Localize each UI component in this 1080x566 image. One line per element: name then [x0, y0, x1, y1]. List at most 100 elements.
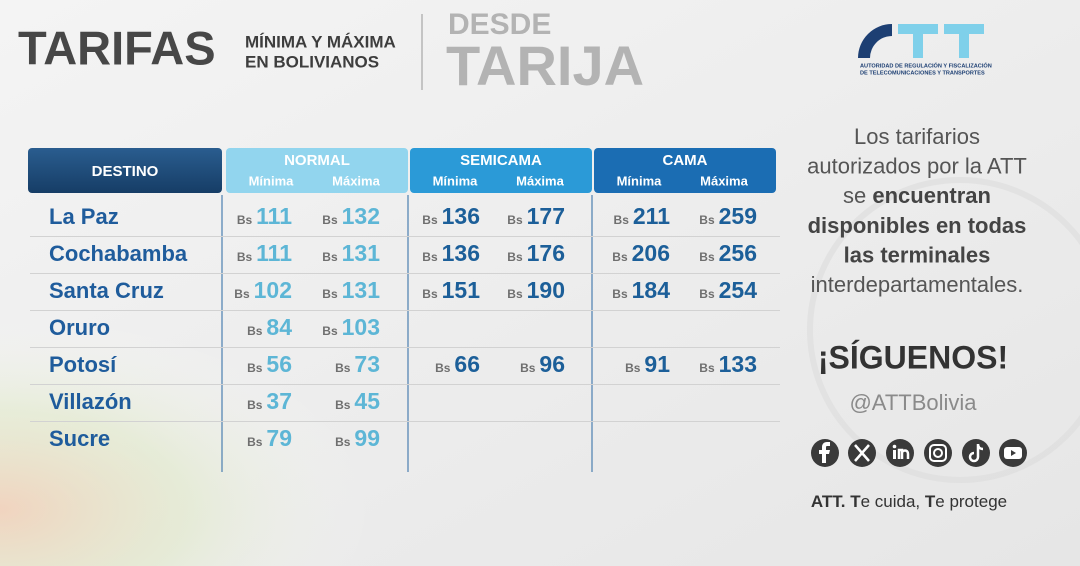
follow-us: ¡SÍGUENOS!: [818, 339, 1008, 375]
fare-value: 102: [254, 277, 292, 303]
info-text: las terminales: [844, 242, 991, 267]
fare-cell: Bs 84: [247, 314, 292, 340]
fare-cell: Bs 256: [699, 240, 757, 266]
group-header: NORMAL: [284, 152, 350, 169]
fare-value: 96: [539, 351, 565, 377]
destination: Villazón: [49, 389, 132, 414]
fare-cell: Bs 102: [234, 277, 292, 303]
fare-value: 99: [354, 425, 380, 451]
tiktok-icon[interactable]: [962, 439, 990, 467]
currency: Bs: [422, 213, 438, 227]
currency: Bs: [699, 213, 715, 227]
facebook-icon[interactable]: [811, 439, 839, 467]
currency: Bs: [335, 435, 351, 449]
tagline-part: e protege: [935, 492, 1007, 511]
info-line: Los tarifarios: [854, 124, 980, 149]
fare-cell: Bs 136: [422, 240, 480, 266]
fare-cell: Bs 133: [699, 351, 757, 377]
info-line: las terminales: [844, 242, 991, 267]
info-text: interdepartamentales.: [811, 272, 1024, 297]
fare-cell: Bs 99: [335, 425, 380, 451]
fare-value: 56: [266, 351, 292, 377]
fare-cell: Bs 176: [507, 240, 565, 266]
currency: Bs: [699, 287, 715, 301]
fare-cell: Bs 211: [614, 203, 671, 229]
info-line: disponibles en todas: [808, 213, 1027, 238]
currency: Bs: [247, 324, 263, 338]
fare-value: 37: [266, 388, 292, 414]
fare-cell: Bs 91: [625, 351, 670, 377]
fare-value: 136: [442, 203, 480, 229]
instagram-icon[interactable]: [924, 439, 952, 467]
fare-value: 91: [644, 351, 670, 377]
fare-cell: Bs 136: [422, 203, 480, 229]
from-label: DESDE: [448, 8, 551, 41]
currency: Bs: [625, 361, 641, 375]
currency: Bs: [335, 398, 351, 412]
youtube-icon[interactable]: [999, 439, 1027, 467]
max-label: Máxima: [700, 173, 748, 188]
fare-value: 206: [632, 240, 670, 266]
fare-value: 131: [342, 277, 381, 303]
logo: AUTORIDAD DE REGULACIÓN Y FISCALIZACIÓN …: [858, 24, 992, 76]
currency: Bs: [247, 435, 263, 449]
fare-cell: Bs 259: [699, 203, 757, 229]
city: TARIJA: [446, 34, 644, 97]
fare-value: 190: [527, 277, 565, 303]
tagline-part: T: [925, 492, 936, 511]
currency: Bs: [422, 250, 438, 264]
fare-value: 111: [256, 203, 292, 229]
fare-cell: Bs 151: [422, 277, 480, 303]
currency: Bs: [422, 287, 438, 301]
fare-cell: Bs 79: [247, 425, 292, 451]
fare-table: DESTINO NORMAL Mínima Máxima SEMICAMA Mínima M…: [28, 148, 780, 472]
fare-cell: Bs 73: [335, 351, 380, 377]
watermark: [807, 177, 1080, 483]
currency: Bs: [614, 213, 630, 227]
logo-t: [913, 24, 923, 58]
fare-cell: Bs 131: [322, 240, 380, 266]
destination-header-box: [28, 148, 222, 193]
fare-cell: Bs 177: [507, 203, 565, 229]
linkedin-icon[interactable]: [886, 439, 914, 467]
logo-caption: AUTORIDAD DE REGULACIÓN Y FISCALIZACIÓN: [860, 61, 992, 69]
title: TARIFAS: [18, 21, 216, 74]
fare-cell: Bs 190: [507, 277, 565, 303]
destination: Sucre: [49, 426, 110, 451]
currency: Bs: [507, 250, 523, 264]
currency: Bs: [435, 361, 451, 375]
destination: Potosí: [49, 352, 117, 377]
fare-cell: Bs 132: [322, 203, 380, 229]
currency: Bs: [335, 361, 351, 375]
x-icon[interactable]: [848, 439, 876, 467]
fare-value: 177: [527, 203, 565, 229]
currency: Bs: [237, 250, 253, 264]
info-text: encuentran: [872, 183, 991, 208]
currency: Bs: [612, 250, 628, 264]
fare-value: 131: [342, 240, 381, 266]
fare-value: 184: [632, 277, 671, 303]
currency: Bs: [507, 287, 523, 301]
info-text: se: [843, 183, 872, 208]
fare-cell: Bs 45: [335, 388, 380, 414]
fare-value: 73: [354, 351, 380, 377]
max-label: Máxima: [332, 173, 380, 188]
info-line: autorizados por la ATT: [807, 153, 1027, 178]
info-line: interdepartamentales.: [811, 272, 1024, 297]
fare-cell: Bs 96: [520, 351, 565, 377]
fare-value: 103: [342, 314, 380, 340]
min-label: Mínima: [249, 173, 295, 188]
currency: Bs: [247, 398, 263, 412]
subtitle: MÍNIMA Y MÁXIMA: [245, 32, 396, 51]
fare-cell: Bs 103: [322, 314, 380, 340]
fare-cell: Bs 111: [237, 203, 292, 229]
fare-cell: Bs 254: [699, 277, 757, 303]
destination: Oruro: [49, 315, 110, 340]
handle: @ATTBolivia: [849, 390, 977, 415]
social-icons: [811, 439, 1027, 467]
destination: La Paz: [49, 204, 119, 229]
destination: Cochabamba: [49, 241, 188, 266]
